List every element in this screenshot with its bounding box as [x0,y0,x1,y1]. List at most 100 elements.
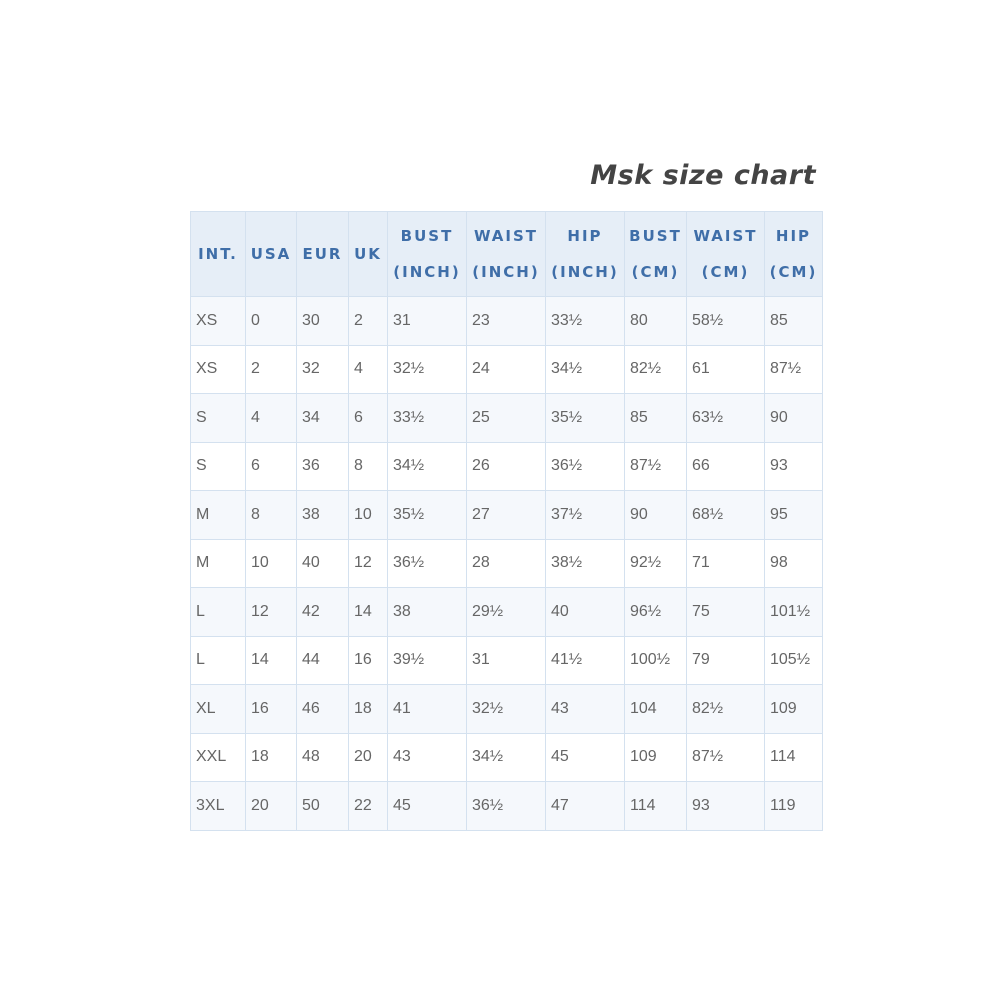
table-row: M 10 40 12 36½ 28 38½ 92½ 71 98 [190,538,823,588]
table-cell: 36 [296,441,349,491]
table-row: XXL 18 48 20 43 34½ 45 109 87½ 114 [190,732,823,782]
column-header-text: (INCH) [551,263,619,281]
table-cell: 12 [245,587,297,637]
column-header-text: (INCH) [472,263,540,281]
table-cell: 4 [245,393,297,443]
table-cell: 14 [245,635,297,685]
column-header-text: HIP [567,227,603,245]
table-cell: 109 [764,684,823,734]
column-header: WAIST (INCH) [466,211,546,297]
table-cell: 87½ [686,732,765,782]
table-cell: 105½ [764,635,823,685]
column-header: BUST (CM) [624,211,687,297]
column-header-text: (INCH) [393,263,461,281]
column-header: USA [245,211,297,297]
table-cell: XS [190,344,246,394]
column-header: WAIST (CM) [686,211,765,297]
column-header: HIP (CM) [764,211,823,297]
table-cell: XL [190,684,246,734]
table-cell: 41½ [545,635,625,685]
table-cell: L [190,635,246,685]
table-cell: 8 [245,490,297,540]
table-cell: 47 [545,781,625,831]
size-chart-table: INT. USA EUR UK BUST (INCH) WAIST (INCH) HIP (INC… [190,211,823,831]
table-cell: 29½ [466,587,546,637]
table-cell: 80 [624,296,687,346]
table-cell: 40 [545,587,625,637]
column-header: INT. [190,211,246,297]
table-cell: 6 [348,393,388,443]
column-header: UK [348,211,388,297]
table-cell: 48 [296,732,349,782]
table-cell: 98 [764,538,823,588]
table-cell: 109 [624,732,687,782]
table-cell: S [190,441,246,491]
table-cell: 2 [348,296,388,346]
table-row: 3XL 20 50 22 45 36½ 47 114 93 119 [190,781,823,831]
column-header-text: UK [354,245,382,263]
table-cell: 23 [466,296,546,346]
table-cell: 34½ [387,441,467,491]
table-cell: 8 [348,441,388,491]
table-cell: 10 [348,490,388,540]
table-cell: 0 [245,296,297,346]
table-cell: 18 [245,732,297,782]
table-cell: 20 [348,732,388,782]
table-cell: 32½ [466,684,546,734]
table-cell: 35½ [387,490,467,540]
table-cell: 119 [764,781,823,831]
table-cell: 92½ [624,538,687,588]
table-cell: 32 [296,344,349,394]
table-cell: 43 [387,732,467,782]
table-cell: 14 [348,587,388,637]
table-cell: 36½ [466,781,546,831]
table-cell: 31 [387,296,467,346]
table-cell: 3XL [190,781,246,831]
table-cell: 31 [466,635,546,685]
table-cell: 22 [348,781,388,831]
table-cell: 87½ [624,441,687,491]
table-cell: 82½ [686,684,765,734]
column-header-text: (CM) [701,263,750,281]
table-cell: 4 [348,344,388,394]
table-cell: 25 [466,393,546,443]
table-cell: 20 [245,781,297,831]
table-cell: 38½ [545,538,625,588]
table-cell: 36½ [545,441,625,491]
table-cell: 100½ [624,635,687,685]
table-cell: 42 [296,587,349,637]
table-row: XS 0 30 2 31 23 33½ 80 58½ 85 [190,296,823,346]
table-cell: 34½ [466,732,546,782]
table-cell: 114 [764,732,823,782]
table-cell: M [190,490,246,540]
table-cell: 96½ [624,587,687,637]
table-cell: 101½ [764,587,823,637]
table-cell: 71 [686,538,765,588]
table-cell: 33½ [387,393,467,443]
table-cell: 37½ [545,490,625,540]
table-cell: 61 [686,344,765,394]
table-cell: 38 [387,587,467,637]
table-cell: 39½ [387,635,467,685]
header-row: INT. USA EUR UK BUST (INCH) WAIST (INCH) HIP (INC… [190,211,823,297]
table-cell: 46 [296,684,349,734]
table-cell: 26 [466,441,546,491]
table-cell: 85 [624,393,687,443]
table-row: L 14 44 16 39½ 31 41½ 100½ 79 105½ [190,635,823,685]
table-cell: 24 [466,344,546,394]
table-cell: 18 [348,684,388,734]
column-header-text: (CM) [769,263,818,281]
table-cell: 79 [686,635,765,685]
column-header-text: WAIST [473,227,539,245]
table-row: L 12 42 14 38 29½ 40 96½ 75 101½ [190,587,823,637]
table-cell: 58½ [686,296,765,346]
table-cell: 6 [245,441,297,491]
table-row: XL 16 46 18 41 32½ 43 104 82½ 109 [190,684,823,734]
table-cell: 114 [624,781,687,831]
table-cell: 2 [245,344,297,394]
table-cell: 93 [686,781,765,831]
table-cell: 85 [764,296,823,346]
column-header-text: WAIST [693,227,758,245]
table-cell: 90 [624,490,687,540]
table-cell: 34 [296,393,349,443]
